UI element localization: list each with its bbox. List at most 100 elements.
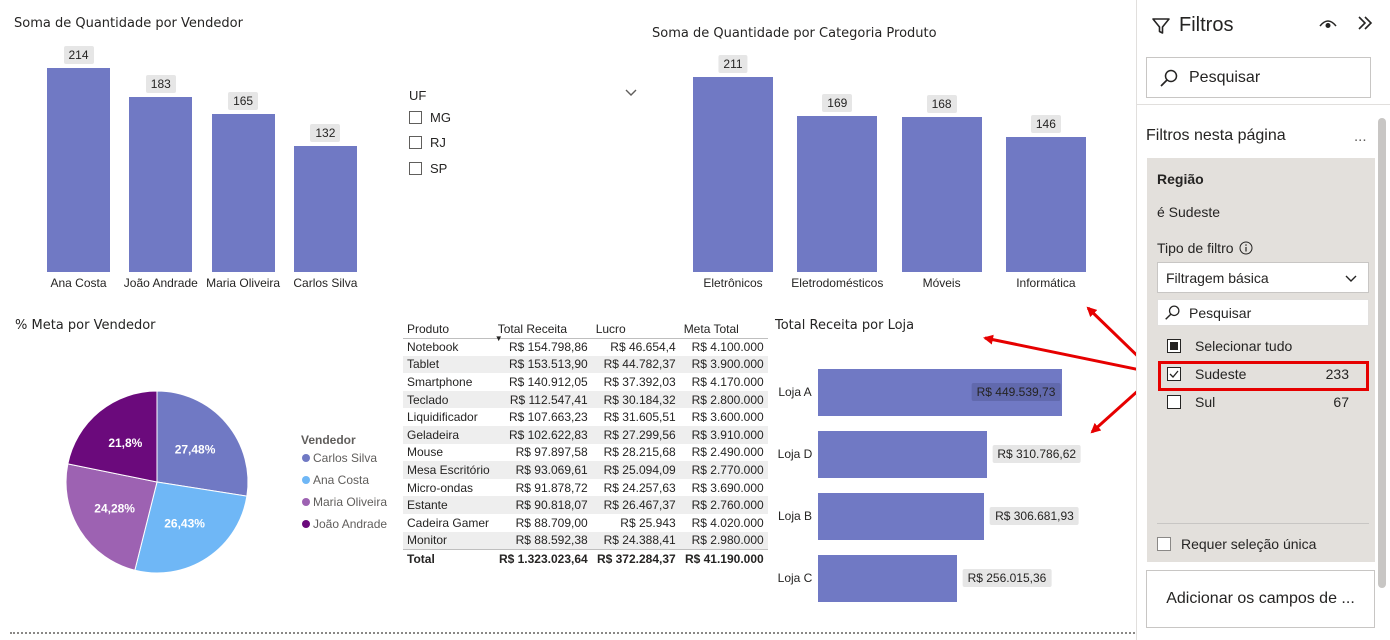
option-count: 233 [1325, 366, 1349, 382]
table-cell: R$ 153.513,90 [493, 355, 592, 374]
data-label: R$ 310.786,62 [992, 445, 1082, 463]
checkbox[interactable] [409, 136, 422, 149]
store-bar-chart[interactable]: Loja A R$ 449.539,73 Loja D R$ 310.786,62 Lo… [770, 340, 1120, 620]
vendor-chart-title: Soma de Quantidade por Vendedor [14, 16, 243, 31]
bar[interactable] [901, 116, 982, 272]
table-cell: R$ 3.900.000 [679, 355, 768, 374]
add-fields-button[interactable]: Adicionar os campos de ... [1146, 570, 1375, 628]
data-label: R$ 449.539,73 [971, 383, 1061, 401]
category-label: Móveis [922, 276, 961, 290]
table-row[interactable]: Tablet R$ 153.513,90 R$ 44.782,37 R$ 3.900.… [403, 355, 768, 374]
slicer-option-mg[interactable]: MG [409, 110, 451, 125]
checkbox[interactable] [1157, 537, 1171, 551]
product-table[interactable]: Produto Total Receita ▼ Lucro Meta Total … [403, 320, 768, 570]
pie-slice[interactable] [67, 390, 158, 483]
table-cell: Monitor [403, 531, 494, 550]
table-row[interactable]: Mouse R$ 97.897,58 R$ 28.215,68 R$ 2.490.00… [403, 444, 768, 462]
table-cell: Tablet [403, 355, 494, 374]
table-row[interactable]: Geladeira R$ 102.622,83 R$ 27.299,56 R$ 3.9… [403, 425, 768, 444]
pie-data-label: 26,43% [164, 517, 205, 531]
chevron-down-icon[interactable] [624, 85, 638, 102]
table-row[interactable]: Mesa Escritório R$ 93.069,61 R$ 25.094,09 R… [403, 461, 768, 479]
table-cell: R$ 88.592,38 [493, 531, 592, 550]
slicer-option-sp[interactable]: SP [409, 161, 447, 176]
pie-slice[interactable] [65, 463, 158, 571]
table-cell: R$ 28.215,68 [603, 445, 676, 460]
legend-item[interactable]: Maria Oliveira [313, 495, 387, 509]
bar[interactable] [47, 67, 110, 272]
page-divider [10, 632, 1135, 634]
bar[interactable] [818, 555, 957, 602]
checkbox[interactable] [409, 162, 422, 175]
category-label: Eletrodomésticos [791, 276, 884, 290]
category-label: Ana Costa [50, 276, 107, 290]
bar[interactable] [818, 431, 987, 478]
filter-field-name[interactable]: Região [1157, 171, 1204, 187]
filter-type-text: Tipo de filtro [1157, 240, 1234, 256]
table-row[interactable]: Estante R$ 90.818,07 R$ 26.467,37 R$ 2.760.… [403, 496, 768, 514]
pie-data-label: 21,8% [108, 436, 142, 450]
more-options-icon[interactable]: ... [1354, 128, 1367, 145]
pie-slice[interactable] [134, 481, 248, 574]
checkbox[interactable] [409, 111, 422, 124]
filter-option-sudeste[interactable]: Sudeste 233 [1167, 366, 1349, 382]
pie-chart[interactable]: 27,48% 26,43% 24,28% 21,8% Vendedor Carlos Si… [0, 340, 400, 600]
table-cell: R$ 2.770.000 [679, 461, 768, 479]
add-fields-label: Adicionar os campos de ... [1166, 590, 1355, 607]
slicer-option-rj[interactable]: RJ [409, 135, 446, 150]
table-row[interactable]: Notebook R$ 154.798,86 R$ 46.654,4 R$ 4.100… [403, 338, 768, 356]
legend-item[interactable]: Carlos Silva [313, 451, 377, 465]
pane-search-input[interactable]: Pesquisar [1146, 57, 1371, 98]
bar[interactable] [797, 115, 878, 272]
table-cell: R$ 154.798,86 [508, 340, 588, 355]
legend-item[interactable]: João Andrade [313, 517, 387, 531]
checkbox-partial[interactable] [1167, 339, 1181, 353]
table-row[interactable]: Monitor R$ 88.592,38 R$ 24.388,41 R$ 2.980.… [403, 531, 768, 550]
eye-icon[interactable] [1319, 16, 1337, 37]
table-header-lucro[interactable]: Lucro [595, 321, 626, 336]
checkbox[interactable] [1167, 395, 1181, 409]
table-cell: R$ 46.654,4 [610, 340, 676, 355]
filter-type-dropdown[interactable]: Filtragem básica [1157, 262, 1369, 293]
table-header-produto[interactable]: Produto [407, 321, 450, 336]
single-select-option[interactable]: Requer seleção única [1157, 536, 1316, 552]
table-cell: R$ 88.709,00 [515, 515, 588, 530]
table-header-meta-total[interactable]: Meta Total [683, 321, 739, 336]
bar[interactable] [293, 145, 357, 272]
select-all-option[interactable]: Selecionar tudo [1167, 338, 1292, 354]
total-lucro: R$ 372.284,37 [591, 548, 680, 570]
bar[interactable] [1005, 137, 1086, 272]
filters-header: Filtros [1151, 14, 1233, 37]
table-cell: R$ 26.467,37 [591, 496, 680, 514]
table-row[interactable]: Liquidificador R$ 107.663,23 R$ 31.605,51 R… [403, 408, 768, 426]
filter-search-input[interactable]: Pesquisar [1157, 299, 1369, 326]
table-row[interactable]: Teclado R$ 112.547,41 R$ 30.184,32 R$ 2.800… [403, 390, 768, 409]
legend-marker [302, 520, 310, 528]
pie-slice[interactable] [156, 390, 249, 497]
data-label: 168 [926, 94, 957, 113]
category-label: Loja A [778, 385, 812, 399]
slicer-option-label: SP [430, 161, 448, 176]
table-cell: R$ 25.094,09 [591, 461, 680, 479]
table-row[interactable]: Smartphone R$ 140.912,05 R$ 37.392,03 R$ 4.… [403, 373, 768, 391]
card-divider [1157, 523, 1369, 524]
legend-item[interactable]: Ana Costa [313, 473, 369, 487]
bar[interactable] [818, 493, 985, 540]
table-header-total-receita[interactable]: Total Receita ▼ [494, 320, 592, 343]
table-row[interactable]: Cadeira Gamer R$ 88.709,00 R$ 25.943 R$ 4.0… [403, 514, 768, 532]
vendor-bar-chart[interactable]: 214 Ana Costa 183 João Andrade 165 Maria Oliv… [0, 0, 380, 300]
table-row[interactable]: Micro-ondas R$ 91.878,72 R$ 24.257,63 R$ 3.… [403, 479, 768, 497]
collapse-pane-icon[interactable] [1356, 14, 1374, 37]
category-bar-chart[interactable]: 211 Eletrônicos 169 Eletrodomésticos 168 Móve… [640, 0, 1120, 300]
info-icon[interactable] [1239, 241, 1253, 255]
bar[interactable] [693, 77, 773, 272]
bar[interactable] [129, 97, 193, 272]
filter-option-sul[interactable]: Sul 67 [1167, 394, 1349, 410]
checkbox-checked[interactable] [1167, 367, 1181, 381]
bar[interactable] [211, 114, 275, 272]
pane-scrollbar[interactable] [1378, 118, 1386, 588]
table-cell: R$ 37.392,03 [603, 374, 676, 389]
option-count: 67 [1333, 394, 1349, 410]
filter-search-placeholder: Pesquisar [1189, 304, 1252, 321]
option-label: Sudeste [1195, 366, 1247, 382]
